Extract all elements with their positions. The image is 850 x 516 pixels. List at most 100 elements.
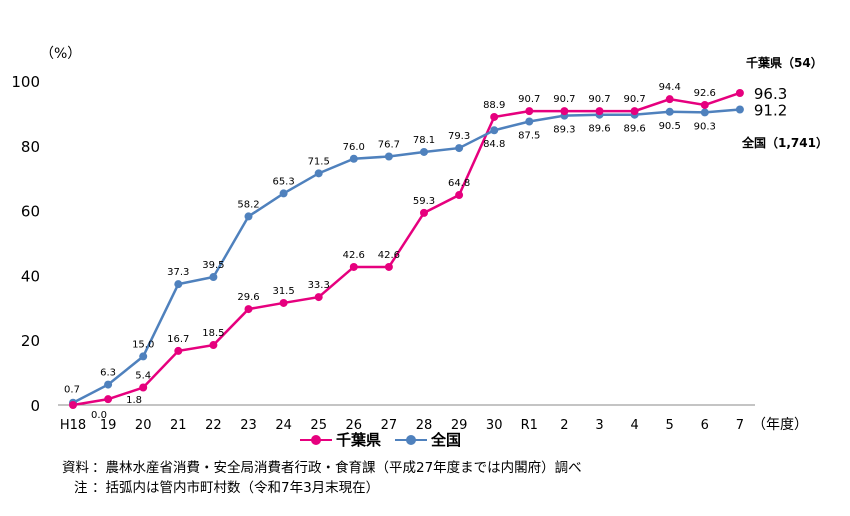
data-label-national: 89.3 bbox=[553, 125, 575, 136]
data-point-national bbox=[244, 212, 253, 221]
data-point-national bbox=[420, 147, 428, 156]
data-label-national: 84.8 bbox=[483, 139, 505, 150]
x-tick-label: 27 bbox=[381, 418, 398, 433]
data-point-national bbox=[735, 105, 744, 114]
data-label-national: 15.0 bbox=[132, 339, 154, 350]
footnote: 注 ：括弧内は管内市町村数（令和7年3月末現在） bbox=[62, 478, 582, 498]
data-point-chiba bbox=[244, 305, 253, 314]
data-label-chiba: 94.4 bbox=[659, 82, 681, 93]
legend-item-national: 全国 bbox=[395, 429, 461, 450]
legend-label-chiba: 千葉県 bbox=[336, 431, 382, 449]
data-point-national bbox=[314, 169, 323, 178]
x-tick-label: 3 bbox=[595, 418, 603, 433]
x-tick-label: 29 bbox=[451, 418, 468, 433]
data-label-chiba: 18.5 bbox=[202, 328, 224, 339]
data-label-chiba: 31.5 bbox=[272, 286, 294, 297]
footnote-key: 注 bbox=[74, 480, 88, 496]
x-tick-label: 23 bbox=[240, 418, 257, 433]
data-point-national bbox=[700, 108, 709, 117]
data-label-national: 76.0 bbox=[343, 142, 365, 153]
data-point-chiba bbox=[665, 95, 674, 104]
data-label-national: 90.5 bbox=[659, 121, 681, 132]
data-label-national: 71.5 bbox=[308, 156, 330, 167]
y-tick-labels: 0 20 40 60 80 100 bbox=[11, 73, 40, 415]
source-note: 資料 ：農林水産省消費・安全局消費者行政・食育課（平成27年度までは内閣府）調べ bbox=[62, 458, 582, 478]
x-tick-label: 25 bbox=[310, 418, 327, 433]
data-label-chiba: 0.0 bbox=[91, 410, 107, 421]
x-tick-label: 19 bbox=[100, 418, 117, 433]
data-label-national: 6.3 bbox=[100, 368, 116, 379]
x-tick-label: 21 bbox=[170, 418, 187, 433]
legend-marker-chiba bbox=[300, 434, 332, 446]
data-label-chiba: 42.6 bbox=[343, 250, 365, 261]
x-tick-label: 6 bbox=[701, 418, 709, 433]
data-point-national bbox=[279, 189, 288, 198]
data-point-national bbox=[139, 352, 148, 361]
data-point-chiba bbox=[279, 298, 288, 307]
source-note-text: ：農林水産省消費・安全局消費者行政・食育課（平成27年度までは内閣府）調べ bbox=[92, 460, 582, 476]
data-point-national bbox=[384, 152, 393, 161]
data-point-national bbox=[525, 117, 534, 126]
data-point-national bbox=[104, 380, 113, 389]
y-tick-label: 20 bbox=[21, 332, 40, 350]
x-tick-label: 30 bbox=[486, 418, 503, 433]
data-label-chiba: 1.8 bbox=[126, 395, 142, 406]
data-label-chiba: 33.3 bbox=[308, 280, 330, 291]
data-label-national: 76.7 bbox=[378, 139, 400, 150]
data-point-national bbox=[209, 273, 218, 282]
data-point-chiba bbox=[139, 383, 148, 392]
data-label-chiba: 90.7 bbox=[518, 94, 540, 105]
data-label-national: 0.7 bbox=[64, 385, 80, 396]
data-point-chiba bbox=[349, 262, 358, 271]
legend: 千葉県 全国 bbox=[300, 429, 461, 450]
series-line-chiba bbox=[72, 91, 741, 407]
data-label-national: 65.3 bbox=[272, 176, 294, 187]
data-label-chiba: 92.6 bbox=[694, 88, 716, 99]
legend-marker-national bbox=[395, 434, 428, 446]
x-tick-label: H18 bbox=[60, 418, 86, 433]
data-label-chiba: 90.7 bbox=[553, 94, 575, 105]
data-label-layer: 0.0 1.8 5.4 16.7 18.5 29.6 31.5 33.3 42.6 42.6 59.… bbox=[64, 82, 787, 421]
y-tick-label: 40 bbox=[21, 267, 40, 285]
data-point-national bbox=[455, 144, 464, 153]
data-label-chiba: 88.9 bbox=[483, 100, 505, 111]
x-unit-label: （年度） bbox=[752, 417, 808, 433]
footnote-text: ：括弧内は管内市町村数（令和7年3月末現在） bbox=[92, 480, 380, 496]
x-tick-label: 26 bbox=[346, 418, 363, 433]
data-point-chiba bbox=[700, 100, 709, 109]
data-point-chiba bbox=[455, 191, 464, 200]
x-tick-label: 5 bbox=[666, 418, 674, 433]
legend-item-chiba: 千葉県 bbox=[300, 429, 381, 450]
series-layer bbox=[69, 88, 744, 409]
data-point-national bbox=[349, 154, 358, 163]
data-point-chiba bbox=[595, 107, 604, 116]
y-tick-label: 80 bbox=[21, 138, 40, 156]
data-point-chiba bbox=[735, 88, 744, 97]
data-point-chiba bbox=[174, 346, 183, 355]
data-point-chiba bbox=[490, 112, 499, 121]
data-label-chiba: 42.6 bbox=[378, 250, 400, 261]
data-point-chiba bbox=[420, 208, 428, 217]
data-label-national: 89.6 bbox=[623, 124, 645, 135]
national-end-note: 全国（1,741） bbox=[741, 135, 828, 150]
data-point-national bbox=[490, 126, 499, 135]
chiba-end-note: 千葉県（54） bbox=[746, 55, 823, 70]
x-tick-label: 22 bbox=[205, 418, 222, 433]
data-label-chiba: 90.7 bbox=[623, 94, 645, 105]
data-point-chiba bbox=[69, 401, 77, 409]
data-point-chiba bbox=[104, 395, 113, 404]
data-label-national: 87.5 bbox=[518, 131, 540, 142]
data-point-chiba bbox=[525, 107, 534, 116]
data-point-national bbox=[174, 280, 183, 289]
data-label-national: 58.2 bbox=[237, 199, 259, 210]
y-tick-label: 100 bbox=[11, 73, 40, 91]
data-label-national: 39.5 bbox=[202, 260, 224, 271]
series-line-national bbox=[72, 108, 741, 404]
x-tick-label: 20 bbox=[135, 418, 152, 433]
x-tick-label: 4 bbox=[630, 418, 638, 433]
y-tick-label: 60 bbox=[21, 203, 40, 221]
data-label-chiba: 59.3 bbox=[413, 196, 435, 207]
data-point-chiba bbox=[384, 262, 393, 271]
source-note-key: 資料 bbox=[62, 460, 89, 476]
